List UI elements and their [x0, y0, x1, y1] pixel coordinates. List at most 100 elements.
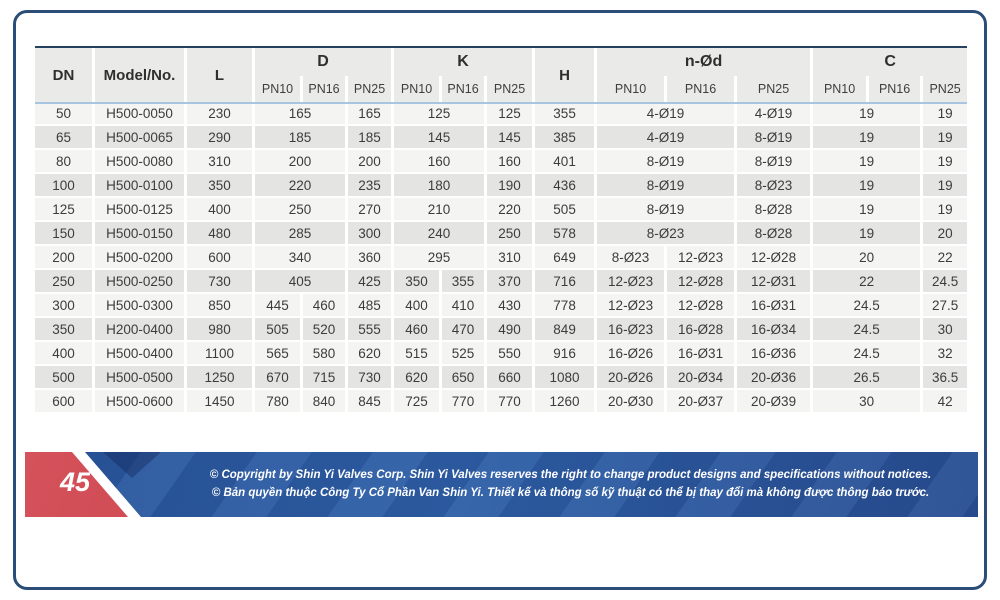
- table-cell: 565: [255, 342, 303, 366]
- table-cell: 24.5: [923, 270, 968, 294]
- table-cell: H500-0400: [95, 342, 187, 366]
- table-cell: 8-Ø23: [597, 246, 668, 270]
- col-group-nod: n-Ød: [597, 48, 814, 76]
- table-cell: 210: [394, 198, 488, 222]
- table-cell: 400: [394, 294, 443, 318]
- table-cell: 620: [348, 342, 395, 366]
- subheader-c-pn10: PN10: [813, 76, 870, 102]
- table-cell: 1450: [187, 390, 255, 414]
- table-row: 100 H500-0100 350 220 235 180 190 436 8-Ø19 8-Ø23…: [35, 174, 968, 198]
- table-cell: 20-Ø37: [667, 390, 738, 414]
- table-cell: 840: [303, 390, 348, 414]
- table-cell: 300: [35, 294, 95, 318]
- table-cell: 36.5: [923, 366, 968, 390]
- table-row: 350 H200-0400 980 505 520 555 460 470 490 849 16-Ø…: [35, 318, 968, 342]
- table-cell: 520: [303, 318, 348, 342]
- subheader-d-pn25: PN25: [348, 76, 395, 102]
- table-cell: 125: [394, 102, 488, 126]
- table-cell: 730: [187, 270, 255, 294]
- table-cell: 27.5: [923, 294, 968, 318]
- spec-table-container: DN Model/No. L D K H n-Ød C PN10 PN16 PN…: [35, 46, 968, 414]
- table-cell: 770: [442, 390, 488, 414]
- table-cell: 145: [487, 126, 536, 150]
- table-cell: H500-0500: [95, 366, 187, 390]
- table-cell: 30: [813, 390, 924, 414]
- table-cell: 185: [348, 126, 395, 150]
- valve-dimensions-table: DN Model/No. L D K H n-Ød C PN10 PN16 PN…: [35, 48, 968, 414]
- table-cell: 12-Ø23: [597, 270, 668, 294]
- table-cell: 600: [35, 390, 95, 414]
- table-cell: 400: [35, 342, 95, 366]
- table-cell: 24.5: [813, 294, 924, 318]
- table-cell: 401: [535, 150, 598, 174]
- table-cell: 1100: [187, 342, 255, 366]
- subheader-k-pn16: PN16: [442, 76, 488, 102]
- table-cell: 250: [255, 198, 348, 222]
- table-cell: 460: [303, 294, 348, 318]
- table-cell: 80: [35, 150, 95, 174]
- table-cell: 19: [813, 102, 924, 126]
- page-number: 45: [59, 467, 91, 497]
- table-cell: 650: [442, 366, 488, 390]
- copyright-line-vi: © Bản quyền thuộc Công Ty Cổ Phần Van Sh…: [211, 487, 930, 500]
- table-header: DN Model/No. L D K H n-Ød C PN10 PN16 PN…: [35, 48, 968, 102]
- table-row: 125 H500-0125 400 250 270 210 220 505 8-Ø19 8-Ø28…: [35, 198, 968, 222]
- col-header-model: Model/No.: [95, 48, 187, 102]
- subheader-c-pn16: PN16: [869, 76, 924, 102]
- table-cell: 16-Ø34: [737, 318, 814, 342]
- table-cell: 200: [348, 150, 395, 174]
- table-cell: 20-Ø34: [667, 366, 738, 390]
- table-cell: 4-Ø19: [597, 102, 738, 126]
- table-cell: 16-Ø31: [667, 342, 738, 366]
- table-cell: 19: [813, 126, 924, 150]
- table-cell: 12-Ø31: [737, 270, 814, 294]
- table-cell: 12-Ø28: [667, 270, 738, 294]
- table-cell: 480: [187, 222, 255, 246]
- table-cell: 200: [255, 150, 348, 174]
- table-cell: H500-0125: [95, 198, 187, 222]
- table-cell: 12-Ø28: [667, 294, 738, 318]
- table-cell: 50: [35, 102, 95, 126]
- table-row: 500 H500-0500 1250 670 715 730 620 650 660 1080 20…: [35, 366, 968, 390]
- table-cell: 8-Ø19: [737, 150, 814, 174]
- table-cell: 425: [348, 270, 395, 294]
- table-cell: 350: [35, 318, 95, 342]
- table-cell: 460: [394, 318, 443, 342]
- table-cell: H500-0050: [95, 102, 187, 126]
- table-cell: 20-Ø39: [737, 390, 814, 414]
- table-cell: H500-0600: [95, 390, 187, 414]
- table-cell: 235: [348, 174, 395, 198]
- table-cell: 20-Ø26: [597, 366, 668, 390]
- table-cell: 16-Ø31: [737, 294, 814, 318]
- table-cell: 716: [535, 270, 598, 294]
- copyright-notice: © Copyright by Shin Yi Valves Corp. Shin…: [175, 466, 966, 504]
- table-cell: 24.5: [813, 342, 924, 366]
- table-cell: 230: [187, 102, 255, 126]
- subheader-d-pn16: PN16: [303, 76, 348, 102]
- table-cell: 220: [487, 198, 536, 222]
- table-cell: 725: [394, 390, 443, 414]
- table-cell: 8-Ø28: [737, 198, 814, 222]
- subheader-nod-pn25: PN25: [737, 76, 814, 102]
- table-cell: 16-Ø26: [597, 342, 668, 366]
- table-cell: 20-Ø30: [597, 390, 668, 414]
- table-cell: 295: [394, 246, 488, 270]
- table-cell: 125: [35, 198, 95, 222]
- table-cell: 1080: [535, 366, 598, 390]
- table-cell: 19: [923, 102, 968, 126]
- table-cell: 300: [348, 222, 395, 246]
- table-cell: H500-0065: [95, 126, 187, 150]
- table-cell: 19: [813, 174, 924, 198]
- table-cell: 430: [487, 294, 536, 318]
- table-cell: 19: [923, 126, 968, 150]
- table-cell: 19: [923, 150, 968, 174]
- table-cell: 578: [535, 222, 598, 246]
- table-cell: 350: [394, 270, 443, 294]
- table-cell: 470: [442, 318, 488, 342]
- col-group-k: K: [394, 48, 536, 76]
- table-cell: 165: [348, 102, 395, 126]
- table-cell: 220: [255, 174, 348, 198]
- subheader-k-pn25: PN25: [487, 76, 536, 102]
- table-cell: 19: [813, 198, 924, 222]
- table-cell: 1260: [535, 390, 598, 414]
